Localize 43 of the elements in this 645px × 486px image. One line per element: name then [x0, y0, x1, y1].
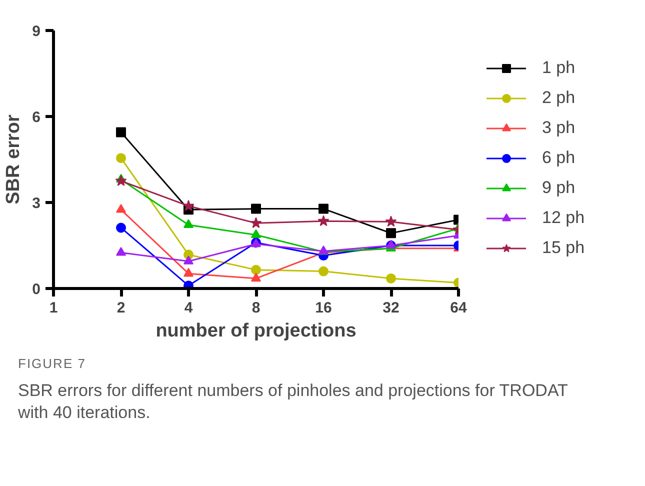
- legend-label: 2 ph: [542, 88, 576, 108]
- x-tick-label: 32: [382, 300, 400, 316]
- point: [318, 266, 328, 276]
- x-tick-label: 8: [252, 300, 260, 316]
- point: [318, 204, 328, 214]
- legend-label: 6 ph: [542, 148, 576, 168]
- x-tick-label: 2: [116, 300, 126, 316]
- point: [184, 219, 194, 228]
- y-axis-title: SBR error: [3, 114, 24, 204]
- point: [386, 273, 396, 284]
- point: [116, 222, 126, 233]
- x-tick-label: 16: [315, 300, 332, 316]
- text: SBR errors for different numbers of pinholes and projections for TRODAT with 40 iterations.: [18, 380, 569, 424]
- y-tick-label: 0: [32, 281, 40, 298]
- point: [318, 215, 330, 226]
- point: [251, 272, 261, 282]
- x-axis-title: number of projections: [156, 320, 356, 342]
- y-tick-label: 3: [32, 195, 40, 212]
- point: [251, 264, 261, 275]
- point: [116, 204, 126, 213]
- point: [182, 200, 194, 211]
- point: [251, 204, 261, 214]
- x-tick-label: 4: [184, 300, 194, 316]
- y-tick-label: 9: [32, 23, 40, 40]
- point: [385, 216, 397, 227]
- point: [116, 153, 126, 164]
- y-tick-label: 6: [32, 109, 40, 126]
- point: [250, 217, 262, 228]
- point: [251, 229, 261, 238]
- point: [116, 246, 126, 256]
- x-tick-label: 1: [49, 300, 58, 316]
- point: [184, 268, 194, 277]
- legend-label: 3 ph: [542, 118, 576, 138]
- legend-label: 12 ph: [542, 208, 585, 228]
- legend-label: 9 ph: [542, 178, 576, 198]
- x-tick-label: 64: [450, 300, 468, 316]
- legend-label: 1 ph: [542, 58, 576, 78]
- point: [116, 127, 126, 138]
- point: [386, 228, 396, 238]
- point: [184, 256, 194, 264]
- caption: FIGURE 7: [18, 355, 87, 373]
- legend-label: 15 ph: [542, 238, 585, 258]
- point: [115, 175, 127, 186]
